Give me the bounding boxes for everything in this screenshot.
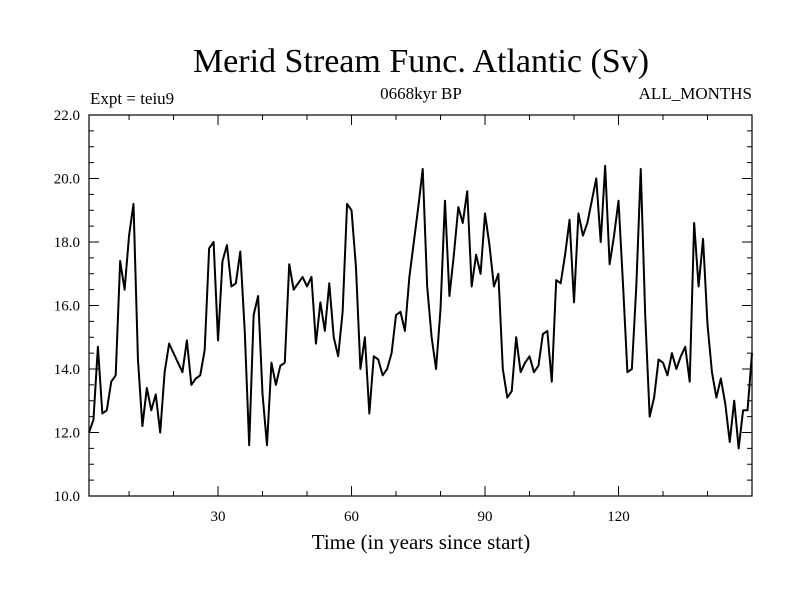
x-axis-tick-labels: 30 60 90 120 — [211, 509, 630, 525]
series-line — [88, 164, 753, 450]
y-tick-label: 10.0 — [54, 489, 80, 505]
chart-left-label: Expt = teiu9 — [90, 89, 174, 108]
axis-ticks — [89, 114, 753, 497]
x-tick-label: 120 — [607, 509, 630, 525]
x-tick-label: 30 — [211, 509, 226, 525]
y-tick-label: 16.0 — [54, 299, 80, 315]
x-axis-label: Time (in years since start) — [312, 530, 531, 554]
y-tick-label: 20.0 — [54, 172, 80, 188]
chart-subtitle: 0668kyr BP — [380, 84, 462, 103]
y-tick-label: 14.0 — [54, 362, 80, 378]
y-tick-label: 22.0 — [54, 108, 80, 124]
plot-frame — [88, 114, 753, 497]
x-tick-label: 90 — [478, 509, 493, 525]
y-tick-label: 12.0 — [54, 426, 80, 442]
x-tick-label: 60 — [344, 509, 359, 525]
chart-title: Merid Stream Func. Atlantic (Sv) — [193, 43, 649, 80]
chart-right-label: ALL_MONTHS — [639, 84, 752, 103]
y-axis-tick-labels: 10.0 12.0 14.0 16.0 18.0 20.0 22.0 — [54, 108, 80, 505]
y-tick-label: 18.0 — [54, 235, 80, 251]
